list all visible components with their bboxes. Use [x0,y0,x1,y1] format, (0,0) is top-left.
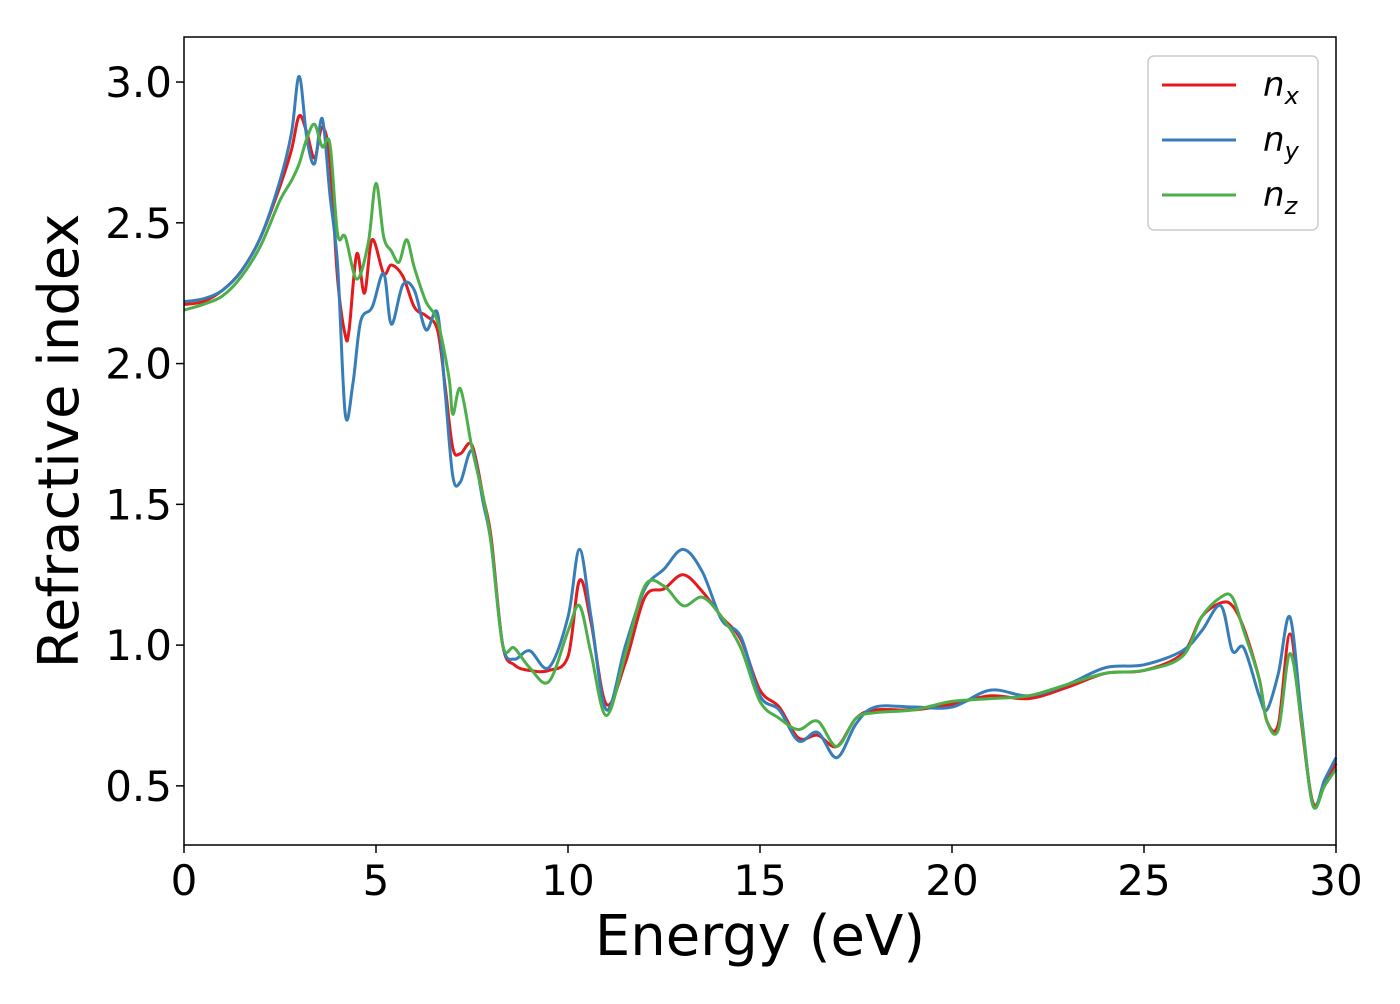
series-line-z [183,122,1338,810]
x-tick-label: 20 [925,856,978,905]
series-layer [183,74,1338,810]
x-tick-label: 10 [541,856,594,905]
y-axis-ticks: 0.5 1.0 1.5 2.0 2.5 3.0 [105,58,184,811]
y-tick-label: 1.5 [105,480,172,529]
x-tick-label: 30 [1309,856,1362,905]
x-tick-label: 25 [1117,856,1170,905]
x-axis-label: Energy (eV) [595,904,925,969]
x-tick-label: 5 [363,856,390,905]
y-tick-label: 0.5 [105,762,172,811]
x-tick-label: 0 [171,856,198,905]
legend-subscript-x: x [1284,82,1300,110]
x-axis-ticks: 0 5 10 15 20 25 30 [171,845,1363,905]
y-tick-label: 1.0 [105,621,172,670]
y-axis-label: Refractive index [27,214,92,669]
x-tick-label: 15 [733,856,786,905]
y-tick-label: 3.0 [105,58,172,107]
y-tick-label: 2.0 [105,340,172,389]
legend-subscript-z: z [1284,192,1299,220]
y-tick-label: 2.5 [105,199,172,248]
legend-box [1147,55,1319,231]
legend-subscript-y: y [1284,137,1300,165]
